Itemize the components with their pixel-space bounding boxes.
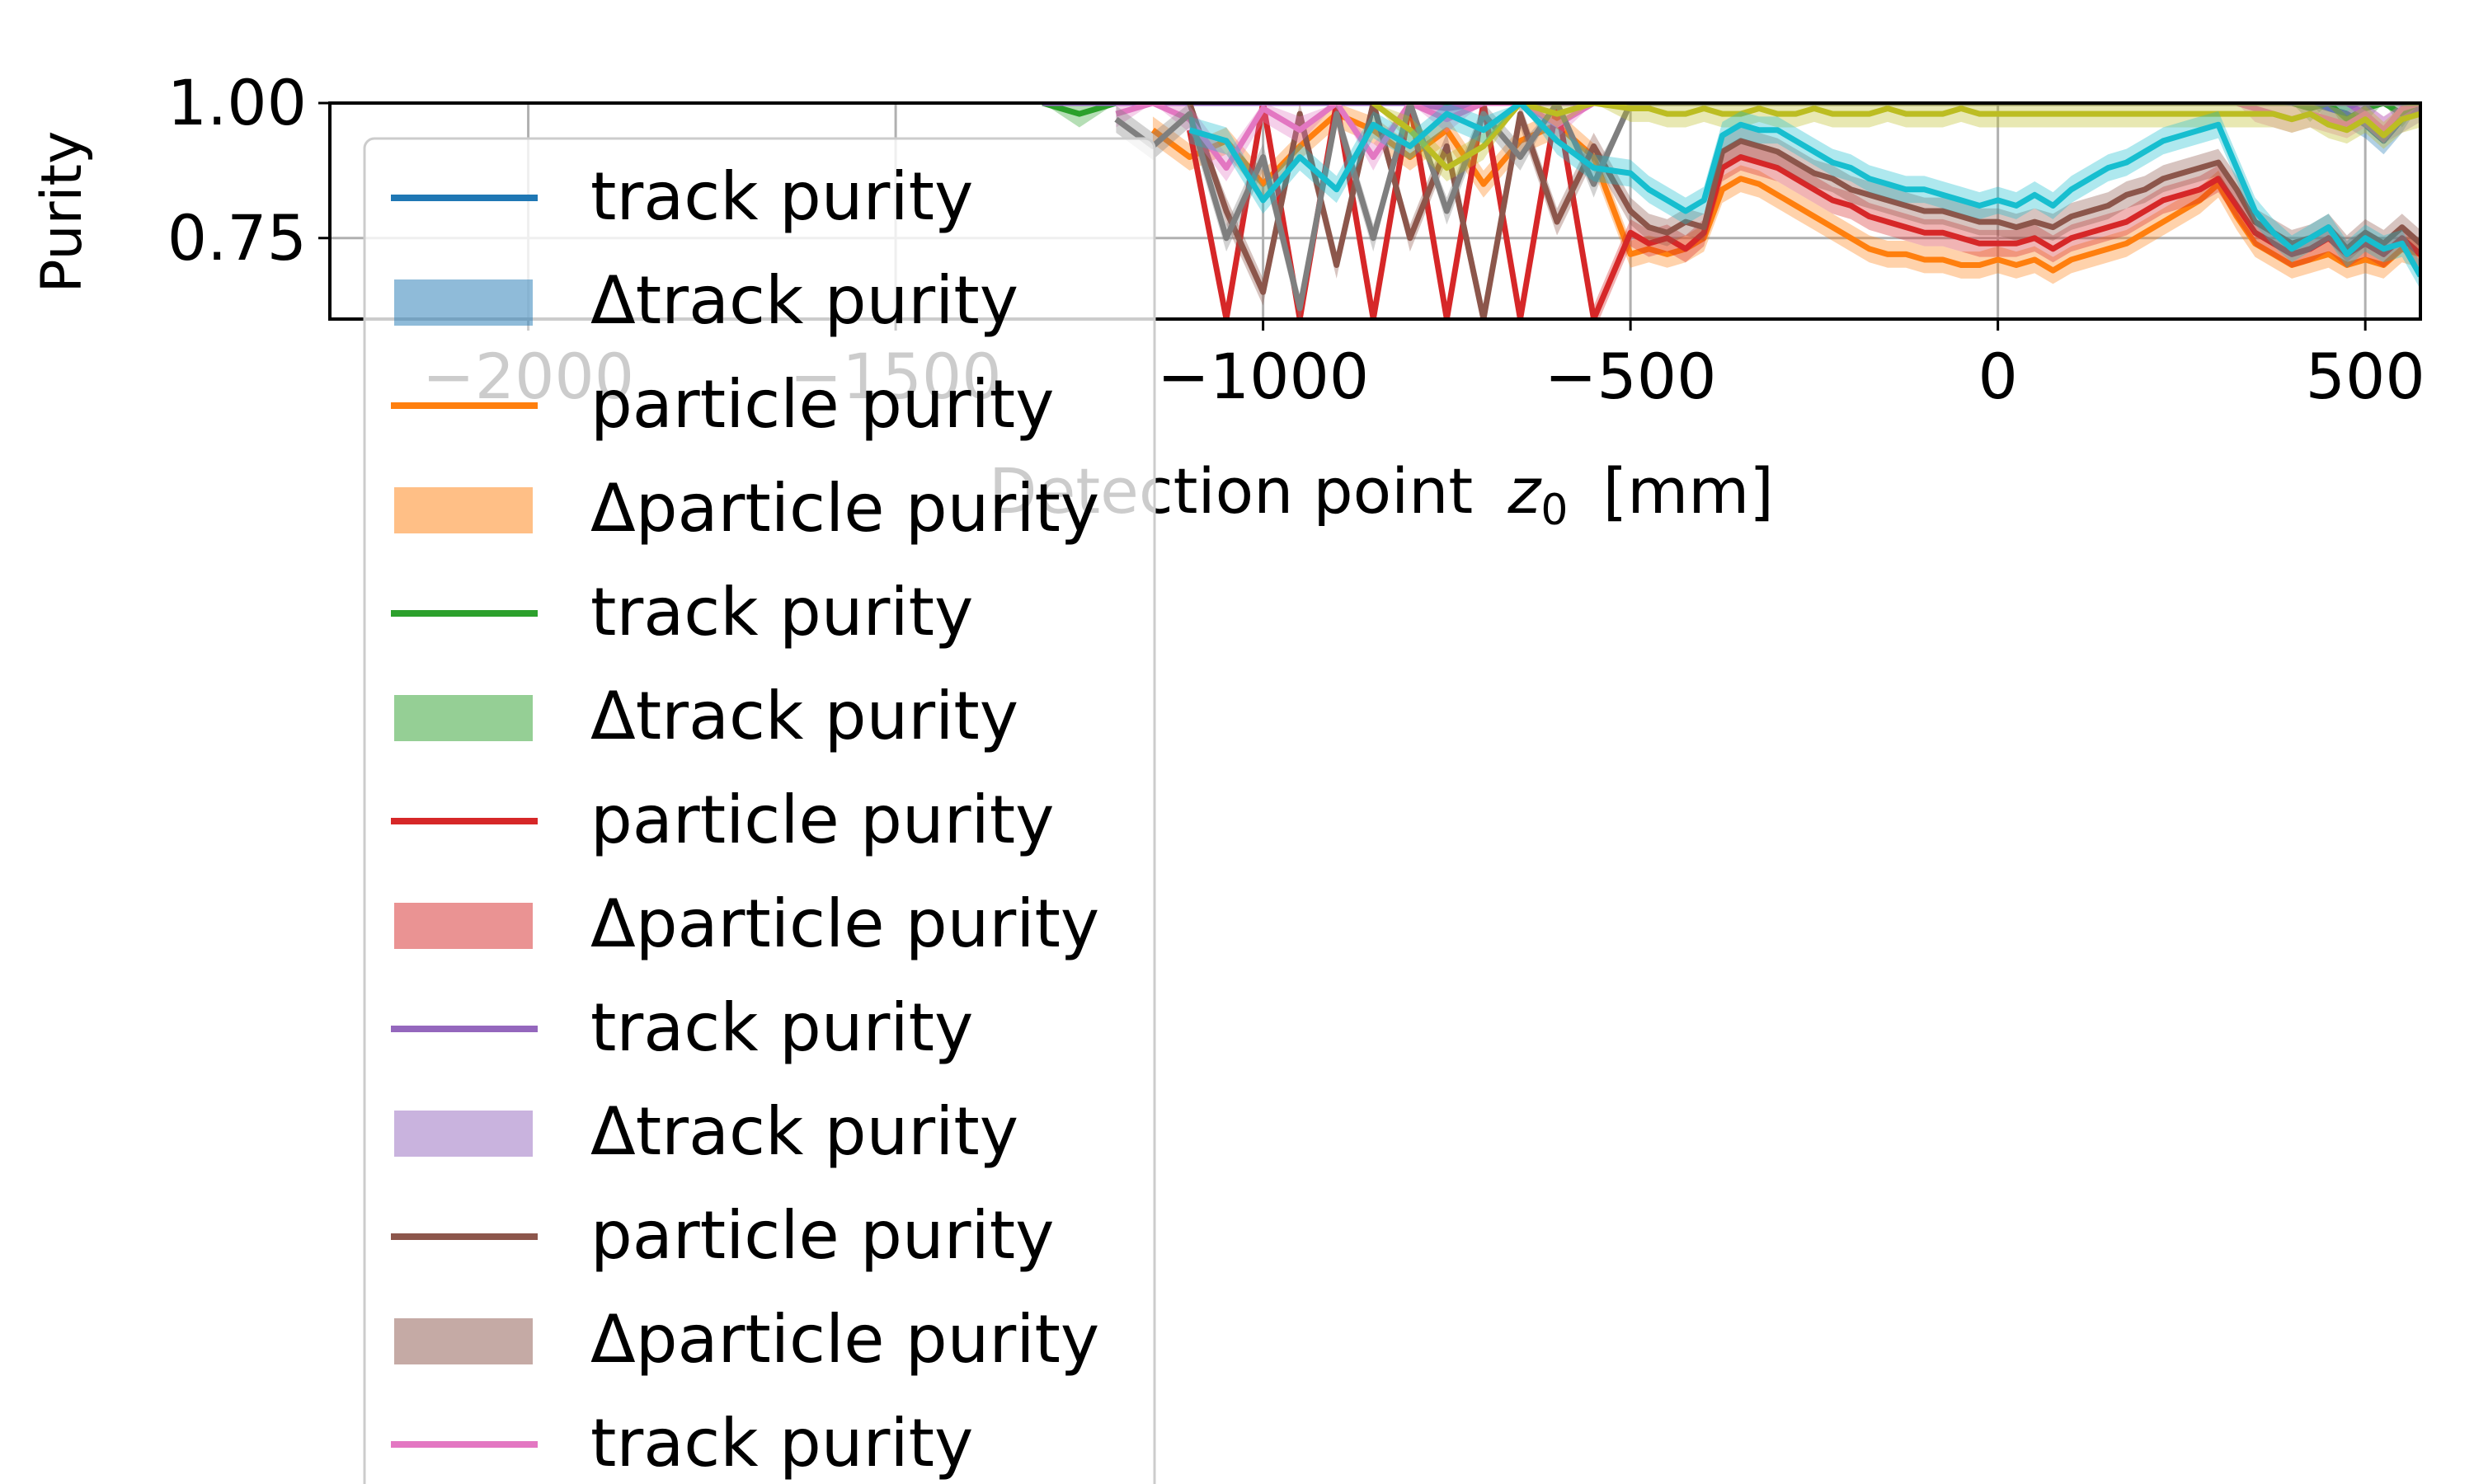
legend-label: Δparticle purity [590,1301,1099,1378]
legend-label: track purity [590,1405,973,1482]
series-line [1114,103,2420,312]
plot-frame [328,101,2422,321]
x-tick-label: 0 [1978,340,2017,413]
legend-label: Δtrack purity [590,262,1018,339]
x-axis-label-unit: [mm] [1603,454,1774,528]
y-tick-label: 0.75 [167,201,307,275]
y-axis-label: Purity [30,131,95,294]
legend-label: particle purity [590,782,1054,858]
legend-label: track purity [590,989,973,1066]
legend-label: track purity [590,574,973,650]
legend-label: Δparticle purity [590,885,1099,962]
legend-label: Δtrack purity [590,1093,1018,1170]
legend-swatch-band [394,279,533,326]
series-error-band [1189,103,2420,289]
x-axis-label-symbol: z [1507,454,1542,528]
legend-swatch-band [394,487,533,533]
legend-label: particle purity [590,366,1054,443]
legend-label: Δtrack purity [590,678,1018,754]
legend-label: particle purity [590,1197,1054,1274]
legend-label: Δparticle purity [590,470,1099,547]
series-line [1187,103,2420,319]
series-layer [1042,103,2420,319]
legend-label: track purity [590,158,973,235]
legend-swatch-band [394,1318,533,1364]
x-tick-label: 500 [2306,340,2425,413]
y-tick-label: 1.00 [167,66,307,139]
legend-swatch-band [394,1111,533,1157]
x-tick-label: −1000 [1157,340,1369,413]
x-axis-label-subscript: 0 [1540,486,1568,535]
x-tick-label: −500 [1545,340,1717,413]
series-line [1187,103,2420,319]
legend-swatch-band [394,903,533,949]
series-line [1188,103,2420,278]
series-error-band [1152,103,2420,284]
series-line [1371,103,2420,171]
legend-frame [363,137,1156,1484]
legend: track purity Δtrack purity particle purity… [363,137,1156,1484]
series-error-band [1116,103,2420,181]
series-error-band [1373,103,2420,181]
legend-swatch-band [394,695,533,741]
